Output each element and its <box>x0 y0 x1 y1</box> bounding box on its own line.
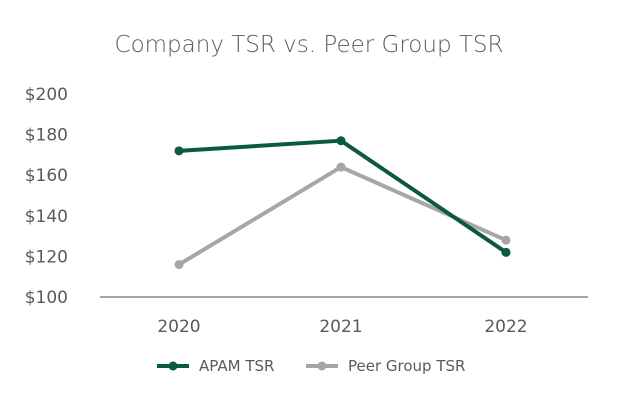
series-layer <box>174 136 511 270</box>
y-axis-ticks: $100 $120 $140 $160 $180 $200 <box>25 85 68 308</box>
legend-label: APAM TSR <box>199 357 274 375</box>
legend-swatch-marker <box>168 361 178 371</box>
data-point <box>336 136 346 146</box>
y-tick-label: $160 <box>25 166 68 186</box>
data-point <box>174 146 184 156</box>
y-tick-label: $140 <box>25 207 68 227</box>
x-tick-label: 2020 <box>157 317 200 337</box>
data-point <box>501 235 511 245</box>
y-tick-label: $120 <box>25 247 68 267</box>
chart-title: Company TSR vs. Peer Group TSR <box>115 32 504 58</box>
y-tick-label: $100 <box>25 288 68 308</box>
legend-label: Peer Group TSR <box>348 357 465 375</box>
legend: APAM TSR Peer Group TSR <box>157 357 465 375</box>
data-point <box>501 247 511 257</box>
data-point <box>174 260 184 270</box>
y-tick-label: $180 <box>25 126 68 146</box>
y-tick-label: $200 <box>25 85 68 105</box>
x-axis-ticks: 2020 2021 2022 <box>157 317 527 337</box>
data-point <box>336 162 346 172</box>
x-tick-label: 2021 <box>319 317 362 337</box>
x-tick-label: 2022 <box>484 317 527 337</box>
legend-swatch-marker <box>317 361 327 371</box>
series-line-peer-group-tsr <box>177 165 508 267</box>
